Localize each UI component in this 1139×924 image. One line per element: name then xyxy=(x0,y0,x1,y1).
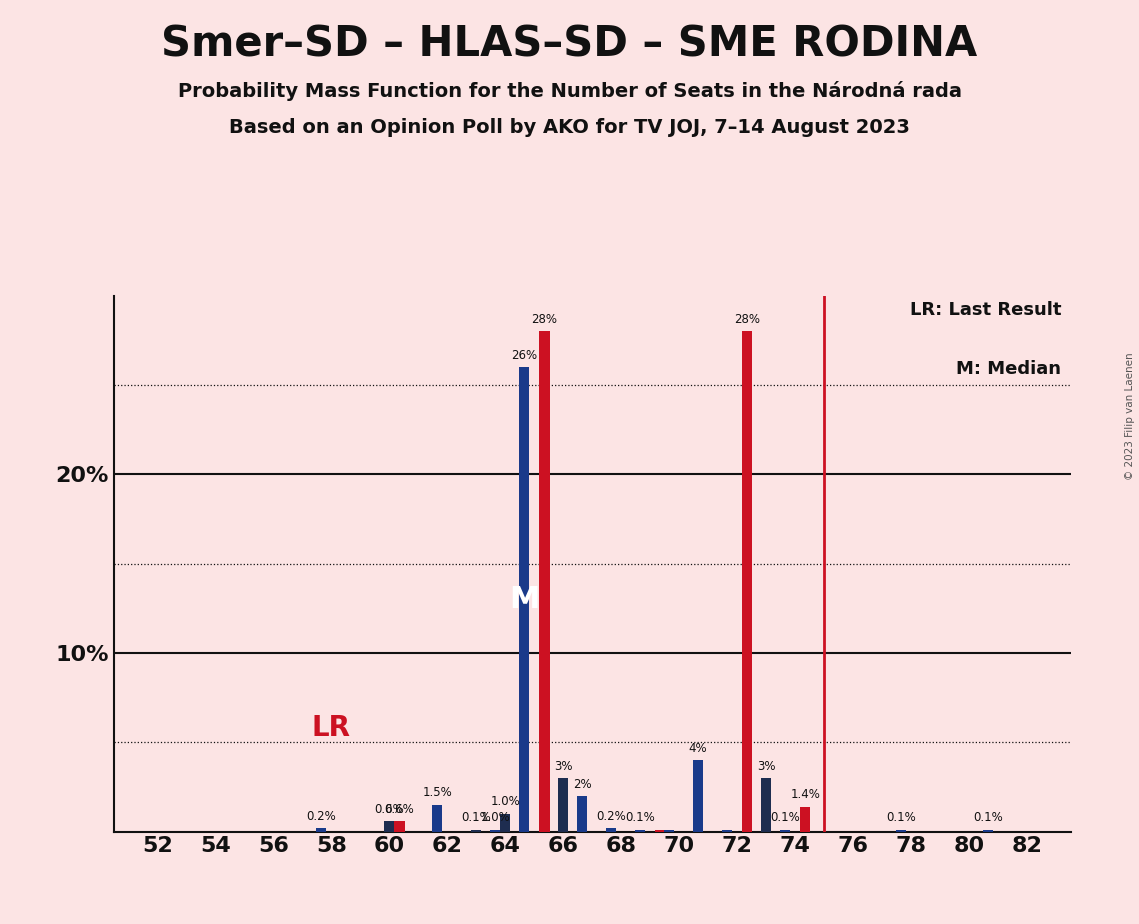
Text: Smer–SD – HLAS–SD – SME RODINA: Smer–SD – HLAS–SD – SME RODINA xyxy=(162,23,977,65)
Bar xyxy=(490,830,500,832)
Text: 0.1%: 0.1% xyxy=(886,811,916,824)
Text: 4%: 4% xyxy=(689,742,707,755)
Bar xyxy=(540,332,549,832)
Text: 1.5%: 1.5% xyxy=(423,786,452,799)
Text: 0.1%: 0.1% xyxy=(770,811,800,824)
Bar xyxy=(472,830,482,832)
Bar xyxy=(655,830,665,832)
Bar xyxy=(519,367,530,832)
Bar xyxy=(761,778,771,832)
Bar xyxy=(983,830,993,832)
Bar xyxy=(636,830,645,832)
Bar xyxy=(317,828,326,832)
Text: M: M xyxy=(509,585,540,614)
Text: 0.6%: 0.6% xyxy=(385,803,415,816)
Text: 0.1%: 0.1% xyxy=(973,811,1003,824)
Text: 26%: 26% xyxy=(511,348,538,362)
Bar xyxy=(394,821,404,832)
Text: M: Median: M: Median xyxy=(956,360,1062,378)
Text: © 2023 Filip van Laenen: © 2023 Filip van Laenen xyxy=(1125,352,1134,480)
Text: 1.4%: 1.4% xyxy=(790,788,820,801)
Bar xyxy=(500,814,510,832)
Text: 1.0%: 1.0% xyxy=(491,796,521,808)
Bar xyxy=(384,821,394,832)
Text: 28%: 28% xyxy=(735,313,761,326)
Bar xyxy=(558,778,568,832)
Text: LR: Last Result: LR: Last Result xyxy=(910,301,1062,319)
Text: 0.2%: 0.2% xyxy=(596,809,626,822)
Bar xyxy=(743,332,753,832)
Bar xyxy=(664,830,674,832)
Text: Based on an Opinion Poll by AKO for TV JOJ, 7–14 August 2023: Based on an Opinion Poll by AKO for TV J… xyxy=(229,118,910,138)
Text: 0.1%: 0.1% xyxy=(461,811,491,824)
Text: 3%: 3% xyxy=(554,760,573,772)
Text: 2%: 2% xyxy=(573,777,591,791)
Text: Probability Mass Function for the Number of Seats in the Národná rada: Probability Mass Function for the Number… xyxy=(178,81,961,102)
Bar xyxy=(780,830,790,832)
Text: 0.1%: 0.1% xyxy=(625,811,655,824)
Bar xyxy=(801,807,811,832)
Text: 0.2%: 0.2% xyxy=(306,809,336,822)
Text: 28%: 28% xyxy=(532,313,557,326)
Text: LR: LR xyxy=(312,714,351,742)
Text: 3%: 3% xyxy=(757,760,776,772)
Text: 1.0%: 1.0% xyxy=(481,811,510,824)
Bar xyxy=(722,830,732,832)
Text: 0.6%: 0.6% xyxy=(375,803,404,816)
Bar xyxy=(693,760,703,832)
Bar xyxy=(606,828,616,832)
Bar xyxy=(896,830,907,832)
Bar xyxy=(432,805,442,832)
Bar xyxy=(577,796,588,832)
